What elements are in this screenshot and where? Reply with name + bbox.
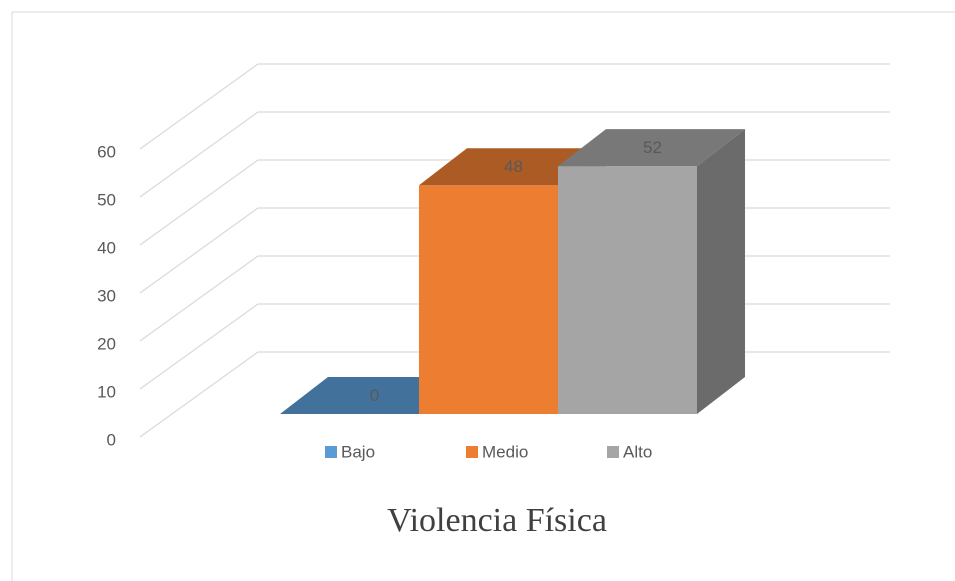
data-label: 52 (643, 138, 662, 157)
y-tick-label: 0 (107, 430, 116, 449)
y-tick-label: 20 (97, 334, 116, 353)
legend-label: Bajo (341, 442, 375, 461)
bar-side (697, 129, 745, 414)
legend-swatch (466, 446, 478, 458)
bar (558, 129, 745, 414)
y-tick-label: 10 (97, 382, 116, 401)
y-tick-label: 40 (97, 238, 116, 257)
chart-title: Violencia Física (387, 502, 607, 539)
data-label: 0 (370, 386, 379, 405)
legend-swatch (607, 446, 619, 458)
y-tick-label: 30 (97, 286, 116, 305)
data-label: 48 (504, 157, 523, 176)
grid-line (139, 63, 890, 150)
bar-front (558, 166, 697, 414)
legend-label: Medio (482, 442, 528, 461)
grid-line (139, 111, 890, 198)
bar-top (558, 129, 745, 167)
legend-swatch (325, 446, 337, 458)
bar-front (419, 185, 558, 414)
y-tick-label: 50 (97, 190, 116, 209)
y-tick-label: 60 (97, 142, 116, 161)
legend-label: Alto (623, 442, 652, 461)
